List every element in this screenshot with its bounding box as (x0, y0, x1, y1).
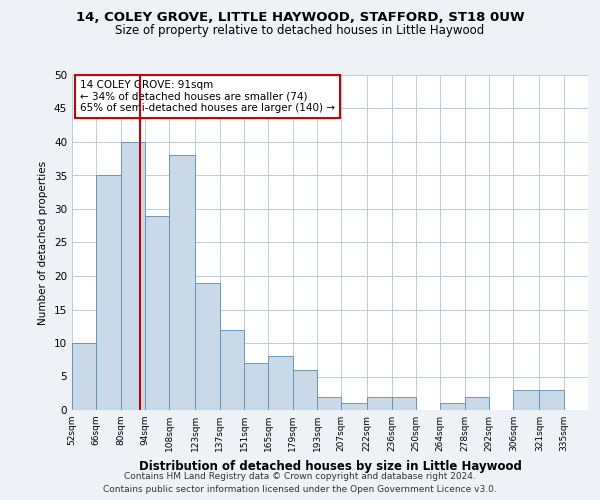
Bar (145, 216, 169, 410)
Text: Contains HM Land Registry data © Crown copyright and database right 2024.
Contai: Contains HM Land Registry data © Crown c… (103, 472, 497, 494)
Bar (244, 363, 268, 410)
Bar (169, 156, 196, 410)
Bar (293, 370, 317, 410)
Bar (97, 176, 121, 410)
Bar (440, 404, 464, 410)
Y-axis label: Number of detached properties: Number of detached properties (38, 160, 49, 324)
Bar (341, 404, 367, 410)
Bar (539, 390, 563, 410)
Bar (464, 396, 489, 410)
Bar (513, 390, 539, 410)
Bar (220, 330, 244, 410)
X-axis label: Distribution of detached houses by size in Little Haywood: Distribution of detached houses by size … (139, 460, 521, 472)
Bar (121, 142, 145, 410)
Bar (367, 396, 392, 410)
Bar (72, 343, 97, 410)
Bar (268, 356, 293, 410)
Text: Size of property relative to detached houses in Little Haywood: Size of property relative to detached ho… (115, 24, 485, 37)
Text: 14 COLEY GROVE: 91sqm
← 34% of detached houses are smaller (74)
65% of semi-deta: 14 COLEY GROVE: 91sqm ← 34% of detached … (80, 80, 335, 113)
Text: 14, COLEY GROVE, LITTLE HAYWOOD, STAFFORD, ST18 0UW: 14, COLEY GROVE, LITTLE HAYWOOD, STAFFOR… (76, 11, 524, 24)
Bar (392, 396, 416, 410)
Bar (196, 282, 220, 410)
Bar (317, 396, 341, 410)
